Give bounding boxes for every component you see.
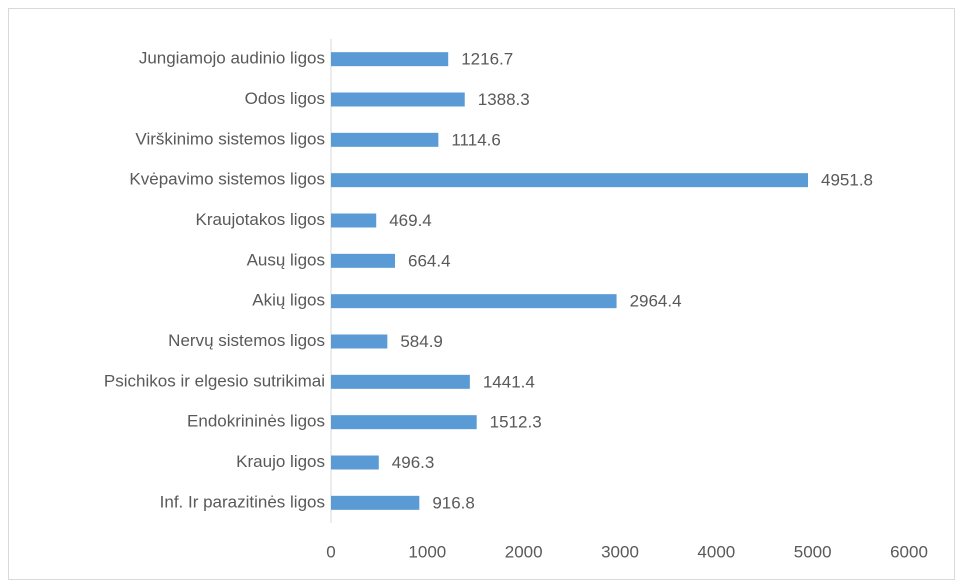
data-label: 1114.6 [451,130,500,149]
bar [331,253,396,268]
data-label: 1216.7 [461,50,513,69]
data-label: 916.8 [432,493,475,512]
y-tick-label: Ausų ligos [247,250,325,269]
y-tick-label: Inf. Ir parazitinės ligos [160,492,325,511]
bar [331,374,470,389]
x-tick-label: 0 [326,542,335,561]
y-tick-label: Kraujo ligos [236,452,325,471]
bar [331,92,465,107]
data-label: 584.9 [400,332,443,351]
data-label: 1512.3 [490,413,542,432]
y-tick-label: Virškinimo sistemos ligos [135,129,325,148]
data-label: 1441.4 [483,372,535,391]
x-tick-label: 1000 [408,542,446,561]
y-tick-label: Psichikos ir elgesio sutrikimai [104,371,325,390]
bar [331,213,377,228]
bar [331,334,388,349]
data-label: 2964.4 [630,292,682,311]
y-tick-label: Odos ligos [245,89,325,108]
y-tick-label: Kvėpavimo sistemos ligos [129,170,325,189]
data-label: 469.4 [389,211,432,230]
x-tick-label: 5000 [794,542,832,561]
bar [331,495,420,510]
data-label: 1388.3 [478,90,530,109]
x-tick-label: 2000 [505,542,543,561]
data-label: 496.3 [392,453,435,472]
data-label: 664.4 [408,251,451,270]
x-tick-label: 3000 [601,542,639,561]
x-tick-label: 6000 [890,542,928,561]
bar [331,415,477,430]
bar [331,173,809,188]
bar [331,455,379,470]
y-tick-label: Kraujotakos ligos [196,210,325,229]
y-tick-label: Jungiamojo audinio ligos [139,49,325,68]
y-tick-label: Akių ligos [252,291,325,310]
bar [331,294,617,309]
x-tick-label: 4000 [697,542,735,561]
y-tick-label: Nervų sistemos ligos [168,331,325,350]
data-label: 4951.8 [821,171,873,190]
y-tick-label: Endokrininės ligos [187,412,325,431]
bar [331,52,449,67]
bar [331,132,439,147]
